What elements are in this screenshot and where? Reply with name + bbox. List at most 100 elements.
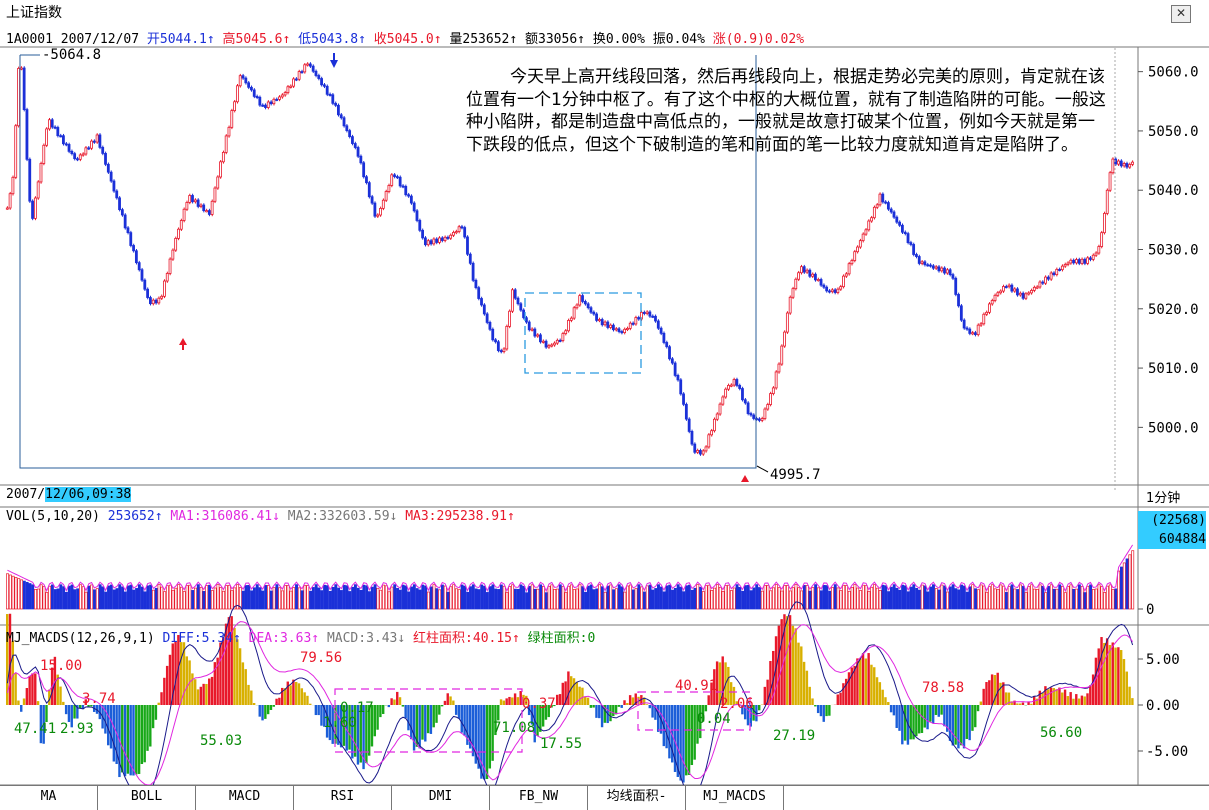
volume-bar <box>222 591 224 609</box>
candle-up <box>206 211 208 212</box>
volume-bar <box>489 587 491 609</box>
candle-up <box>1000 291 1002 293</box>
candle-down <box>335 103 337 105</box>
macd-bar <box>424 705 426 742</box>
volume-bar <box>812 588 814 609</box>
candle-down <box>410 196 412 203</box>
macd-bar <box>924 705 926 728</box>
volume-bar <box>265 585 267 609</box>
candle-up <box>183 209 185 220</box>
tab-ma-area[interactable]: 均线面积- <box>588 786 686 810</box>
macd-bar <box>155 705 157 720</box>
volume-bar <box>509 586 511 609</box>
volume-bar <box>913 585 915 609</box>
close-icon[interactable]: ✕ <box>1171 5 1191 23</box>
volume-bar <box>323 585 325 609</box>
candle-down <box>371 197 373 203</box>
candle-up <box>379 208 381 215</box>
candle-down <box>525 318 527 322</box>
candle-down <box>492 329 494 340</box>
macd-bar <box>449 696 451 705</box>
volume-bar <box>615 589 617 609</box>
volume-bar <box>357 588 359 609</box>
volume-bar <box>1095 589 1097 609</box>
candle-up <box>46 129 48 145</box>
volume-bar <box>862 585 864 609</box>
candle-up <box>845 274 847 276</box>
macd-bar <box>623 700 625 705</box>
candle-up <box>90 141 92 148</box>
volume-bar <box>767 585 769 609</box>
tab-ma[interactable]: MA <box>0 786 98 810</box>
macd-bar <box>242 662 244 705</box>
macd-bar <box>1055 689 1057 705</box>
candle-down <box>663 333 665 342</box>
candle-down <box>590 308 592 313</box>
volume-bar <box>253 588 255 609</box>
candle-down <box>674 363 676 375</box>
candle-up <box>290 86 292 87</box>
quote-date: 2007/12/07 <box>61 32 139 47</box>
tab-rsi[interactable]: RSI <box>294 786 392 810</box>
macd-bar <box>977 705 979 711</box>
macd-bar <box>578 687 580 705</box>
volume-bar <box>155 588 157 609</box>
volume-bar <box>394 585 396 609</box>
candle-down <box>93 141 95 142</box>
macd-bar <box>999 683 1001 705</box>
candle-up <box>172 250 174 259</box>
volume-bar <box>1064 593 1066 609</box>
volume-bar <box>93 590 95 609</box>
macd-bar <box>306 696 308 705</box>
volume-ma1: MA1:316086.41 <box>170 509 272 524</box>
volume-bar <box>60 585 62 609</box>
candle-down <box>744 400 746 403</box>
volume-bar <box>955 589 957 609</box>
volume-bar <box>977 590 979 609</box>
macd-bar <box>317 705 319 715</box>
tab-macd[interactable]: MACD <box>196 786 294 810</box>
turnover-value: 换0.00% <box>593 32 645 47</box>
candle-down <box>584 301 586 303</box>
tab-fb-nw[interactable]: FB_NW <box>490 786 588 810</box>
volume-bar <box>702 592 704 609</box>
macd-bar <box>814 705 816 706</box>
candle-down <box>915 254 917 256</box>
macd-bar <box>988 680 990 705</box>
volume-bar <box>147 586 149 609</box>
tab-mj-macds[interactable]: MJ_MACDS <box>686 786 784 810</box>
period-label[interactable]: 1分钟 <box>1146 487 1180 506</box>
tab-dmi[interactable]: DMI <box>392 786 490 810</box>
macd-value-label: 1.60 <box>323 715 357 731</box>
candle-down <box>259 97 261 105</box>
tab-boll[interactable]: BOLL <box>98 786 196 810</box>
volume-bar <box>338 588 340 609</box>
candle-up <box>646 312 648 314</box>
candle-up <box>812 274 814 276</box>
volume-bar <box>635 589 637 609</box>
volume-bar <box>1047 586 1049 609</box>
candle-down <box>1078 260 1080 264</box>
candle-up <box>873 207 875 217</box>
volume-bar <box>986 592 988 609</box>
candle-down <box>110 172 112 181</box>
volume-bar <box>556 589 558 609</box>
volume-readout-bottom: 604884 <box>1138 530 1206 549</box>
macd-bar <box>985 682 987 705</box>
volume-bar <box>20 580 22 609</box>
up-arrow-icon <box>741 475 749 482</box>
macd-bar <box>1078 699 1080 705</box>
macd-bar <box>396 692 398 705</box>
candle-down <box>671 359 673 363</box>
candle-down <box>927 265 929 266</box>
volume-bar <box>469 587 471 609</box>
macd-bar <box>1072 699 1074 705</box>
macd-bar <box>1081 696 1083 705</box>
volume-bar <box>562 587 564 609</box>
volume-bar <box>1050 585 1052 609</box>
volume-bar <box>343 585 345 609</box>
macd-bar <box>511 697 513 705</box>
price-tick-label: 5060.0 <box>1148 65 1199 81</box>
volume-bar <box>1014 589 1016 609</box>
volume-bar <box>242 591 244 609</box>
